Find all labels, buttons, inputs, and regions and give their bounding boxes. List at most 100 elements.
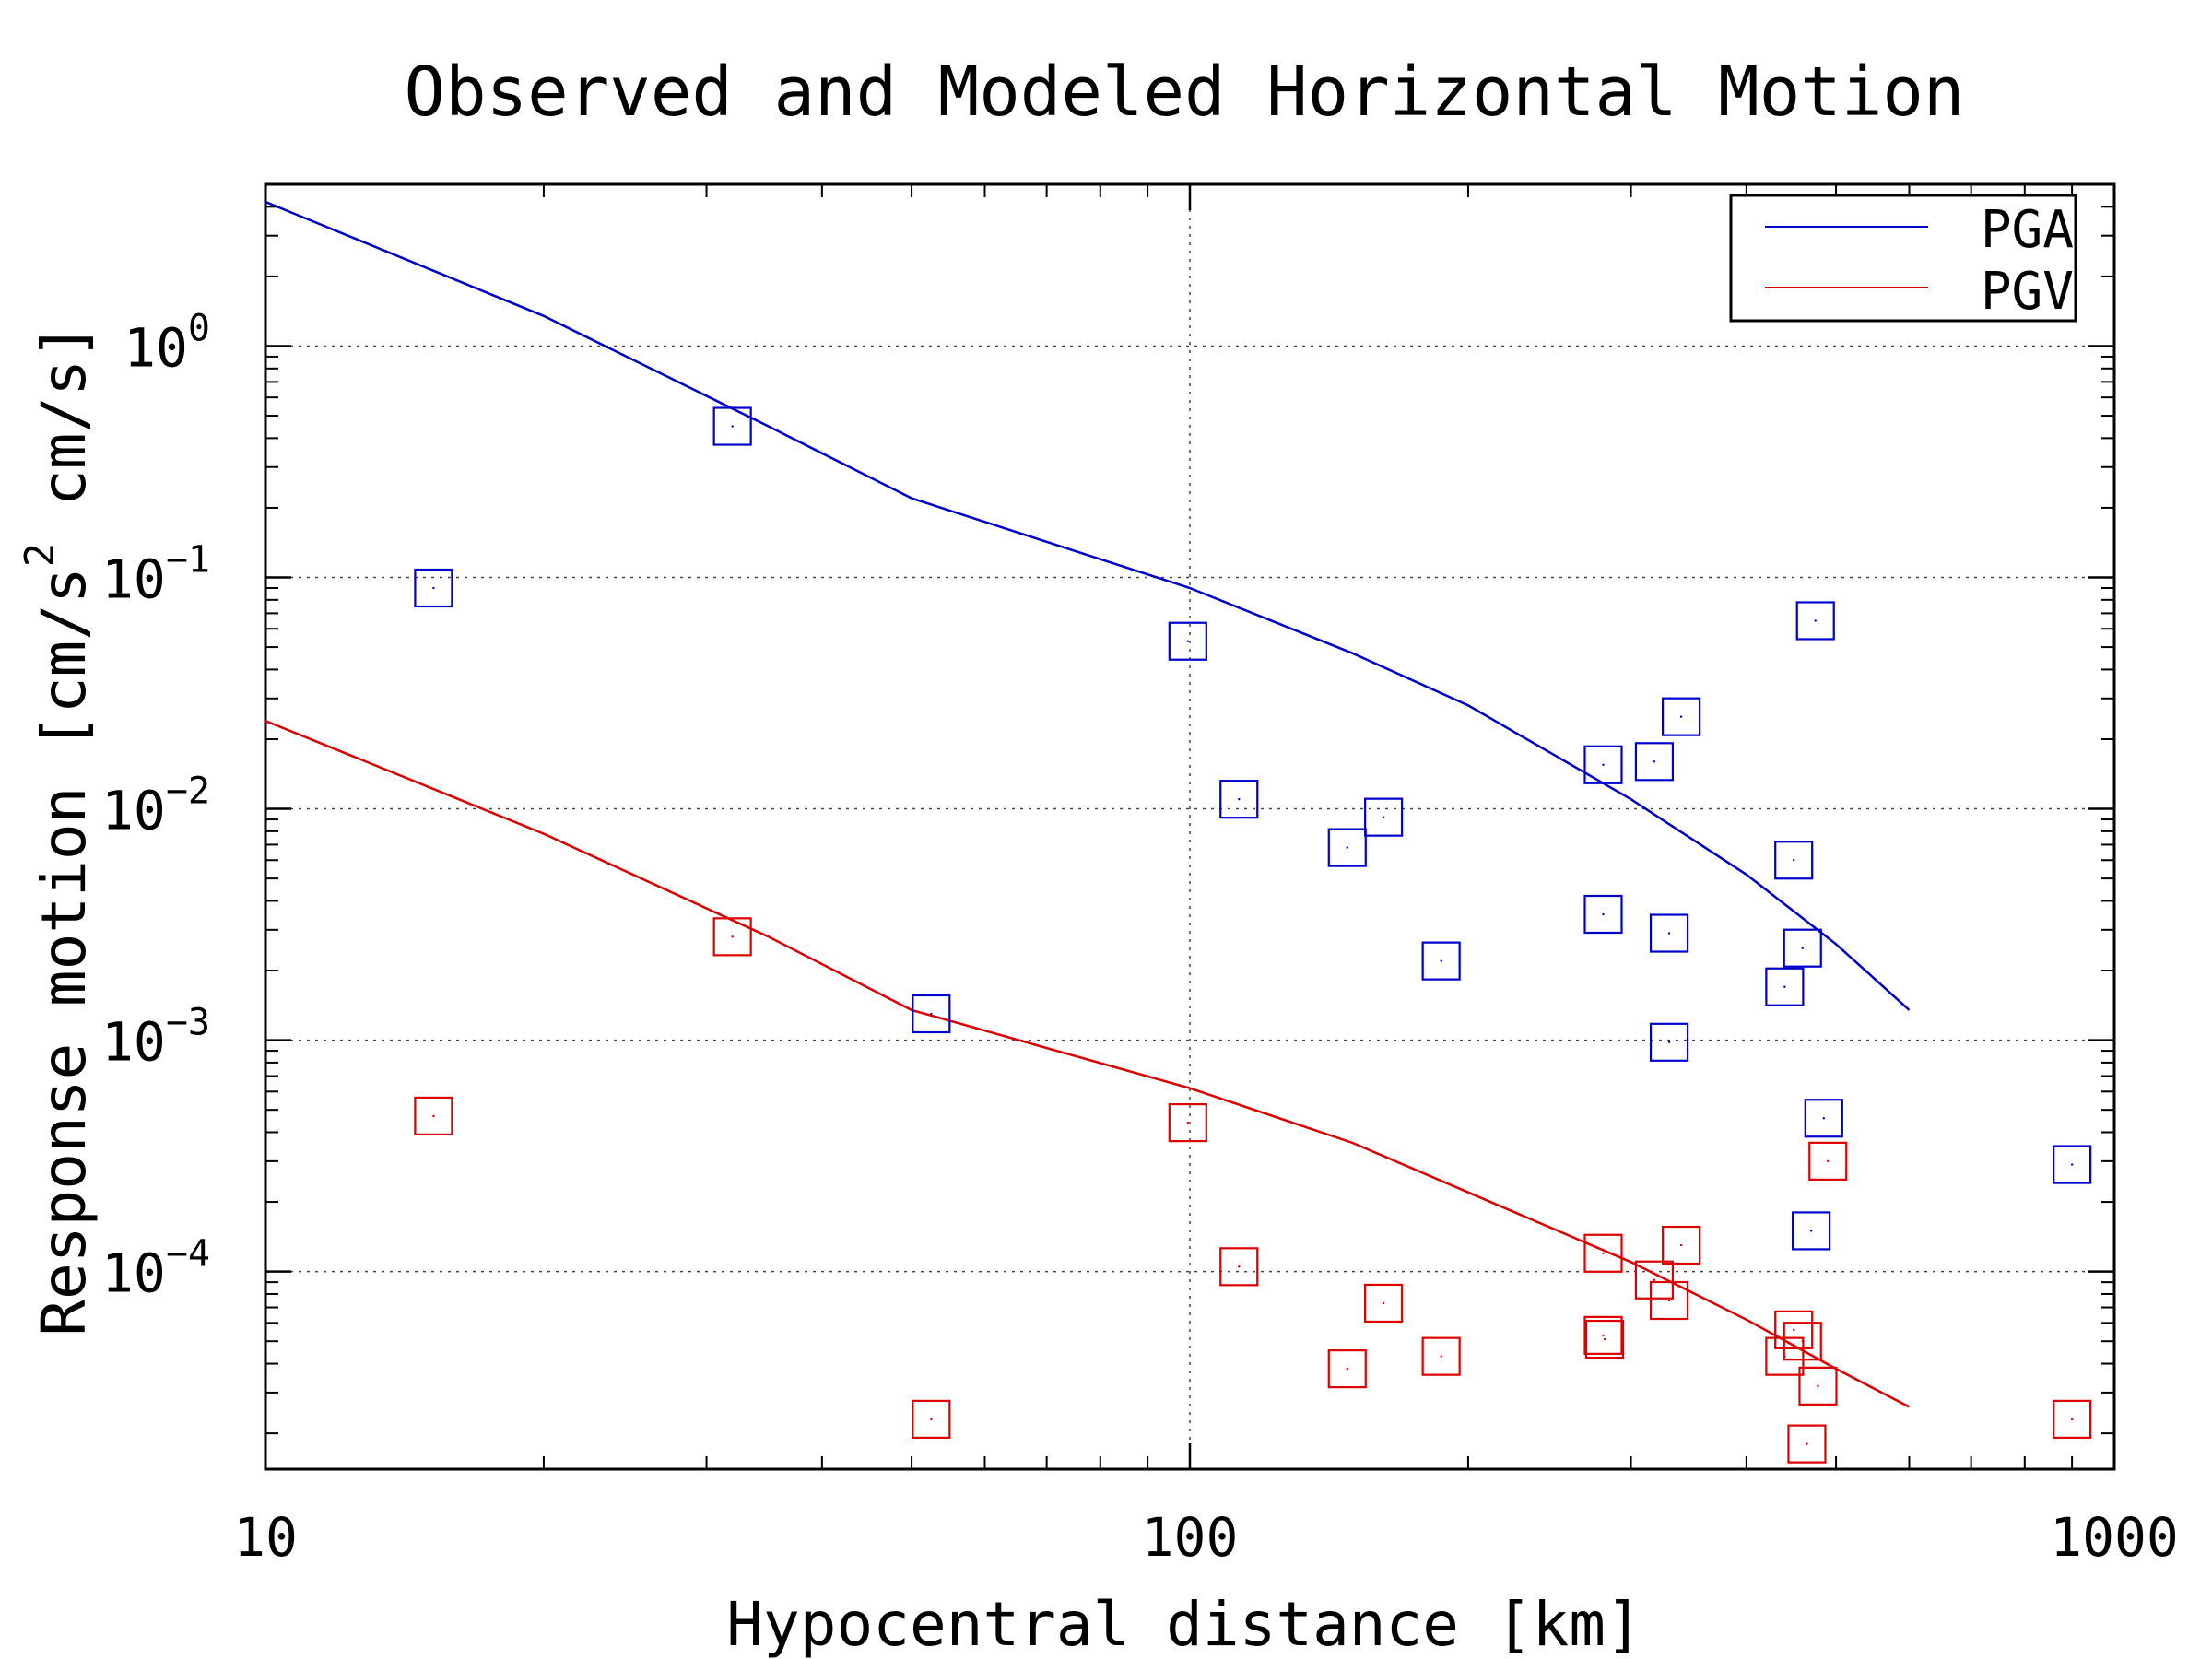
data-point-center-pgv xyxy=(2070,1418,2074,1421)
observed-points xyxy=(414,406,2092,1464)
legend-label-pgv: PGV xyxy=(1981,262,2074,322)
data-point-pga xyxy=(1421,941,1461,981)
data-point-center-pgv xyxy=(1653,1278,1656,1281)
y-tick-label: 10−1 xyxy=(101,539,210,611)
x-tick-label: 1000 xyxy=(2050,1506,2179,1569)
data-point-pgv xyxy=(2053,1399,2092,1439)
data-point-center-pga xyxy=(1602,763,1605,766)
y-axis-label-prefix: Response motion [cm/s xyxy=(29,567,100,1335)
data-point-center-pgv xyxy=(1667,1299,1671,1302)
data-point-pga xyxy=(2053,1145,2092,1184)
y-tick-base: 10 xyxy=(101,1011,166,1074)
data-point-pga xyxy=(1649,913,1689,953)
y-tick-label: 100 xyxy=(124,307,210,379)
grid-lines xyxy=(265,184,2114,1469)
data-point-center-pgv xyxy=(1801,1340,1804,1343)
data-point-center-pga xyxy=(1667,932,1671,935)
chart-title: Observed and Modeled Horizontal Motion xyxy=(405,53,1965,132)
data-point-pga xyxy=(1219,780,1259,819)
data-point-center-pga xyxy=(1679,715,1683,718)
y-tick-base: 10 xyxy=(101,780,166,842)
x-tick-labels: 10 100 1000 xyxy=(233,1506,2179,1569)
data-point-center-pga xyxy=(1801,947,1804,949)
data-point-pgv xyxy=(1583,1315,1623,1355)
data-point-pgv xyxy=(1808,1141,1848,1181)
data-point-pga xyxy=(1364,797,1404,837)
data-point-center-pga xyxy=(930,1012,933,1016)
y-tick-exponent: 0 xyxy=(188,307,210,349)
data-point-pga xyxy=(1765,967,1805,1006)
x-axis-label: Hypocentral distance [km] xyxy=(726,1589,1641,1659)
data-point-center-pga xyxy=(1792,859,1795,862)
data-point-center-pga xyxy=(1653,760,1656,763)
data-point-center-pga xyxy=(1814,619,1817,622)
data-point-center-pgv xyxy=(930,1418,933,1421)
model-lines xyxy=(265,200,1911,1408)
data-point-pgv xyxy=(1584,1319,1625,1359)
y-tick-label: 10−3 xyxy=(101,1002,210,1074)
y-axis-label-suffix: cm/s] xyxy=(29,323,100,542)
data-point-center-pga xyxy=(1346,846,1348,849)
data-point-pga xyxy=(1583,894,1623,935)
data-point-center-pga xyxy=(1822,1117,1825,1120)
data-point-pga xyxy=(414,568,453,608)
data-point-pga xyxy=(1792,1211,1831,1251)
data-point-center-pgv xyxy=(1186,1121,1190,1124)
data-point-center-pgv xyxy=(1679,1243,1683,1247)
data-point-pgv xyxy=(712,917,752,957)
data-point-center-pga xyxy=(2070,1163,2074,1166)
data-point-pga xyxy=(712,406,752,446)
x-tick-label: 10 xyxy=(233,1506,298,1569)
y-tick-base: 10 xyxy=(101,548,166,611)
data-point-pgv xyxy=(1583,1233,1623,1273)
y-tick-exponent: −2 xyxy=(166,771,210,813)
data-point-center-pgv xyxy=(1602,1252,1605,1254)
data-point-pgv xyxy=(1219,1247,1259,1287)
data-point-pgv xyxy=(912,1399,951,1439)
data-point-pgv xyxy=(1783,1322,1822,1361)
data-point-pga xyxy=(1634,742,1675,782)
data-point-center-pga xyxy=(1667,1041,1671,1044)
data-point-pgv xyxy=(1634,1260,1675,1300)
y-tick-base: 10 xyxy=(101,1242,166,1305)
data-point-pga xyxy=(912,994,951,1034)
data-point-center-pgv xyxy=(1346,1367,1348,1371)
data-point-pga xyxy=(1649,1022,1689,1062)
data-point-center-pgv xyxy=(1817,1384,1819,1388)
data-point-center-pgv xyxy=(1603,1337,1606,1341)
data-point-pgv xyxy=(1649,1280,1689,1321)
data-point-pgv xyxy=(1327,1349,1367,1389)
data-point-pgv xyxy=(1787,1424,1827,1464)
data-point-pga xyxy=(1783,928,1822,968)
data-point-pgv xyxy=(1421,1336,1461,1376)
data-point-pgv xyxy=(1168,1103,1207,1143)
y-tick-exponent: −1 xyxy=(166,539,210,582)
y-tick-label: 10−2 xyxy=(101,771,210,842)
data-point-pga xyxy=(1774,841,1814,880)
legend: PGA PGV xyxy=(1729,194,2077,323)
data-point-pga xyxy=(1661,697,1701,736)
data-point-pga xyxy=(1583,745,1623,784)
data-point-center-pgv xyxy=(1382,1301,1385,1305)
data-point-pgv xyxy=(414,1096,453,1136)
legend-label-pga: PGA xyxy=(1981,200,2074,260)
data-point-center-pga xyxy=(731,425,734,428)
model-line-pgv xyxy=(265,719,1911,1408)
data-point-center-pgv xyxy=(1238,1265,1241,1268)
data-point-center-pgv xyxy=(1792,1328,1795,1332)
data-point-center-pgv xyxy=(1440,1355,1442,1358)
y-axis-label-superscript: 2 xyxy=(17,543,64,568)
data-point-pga xyxy=(1168,621,1207,661)
data-point-pgv xyxy=(1798,1366,1838,1406)
legend-box xyxy=(1729,194,2077,323)
data-point-pga xyxy=(1327,828,1367,867)
y-tick-exponent: −4 xyxy=(166,1233,210,1276)
data-point-center-pgv xyxy=(1602,1334,1605,1337)
y-tick-base: 10 xyxy=(124,316,188,379)
data-point-center-pga xyxy=(1238,797,1241,801)
plot-frame xyxy=(264,182,2116,1471)
y-tick-label: 10−4 xyxy=(101,1233,210,1305)
model-line-pga xyxy=(265,200,1911,1011)
